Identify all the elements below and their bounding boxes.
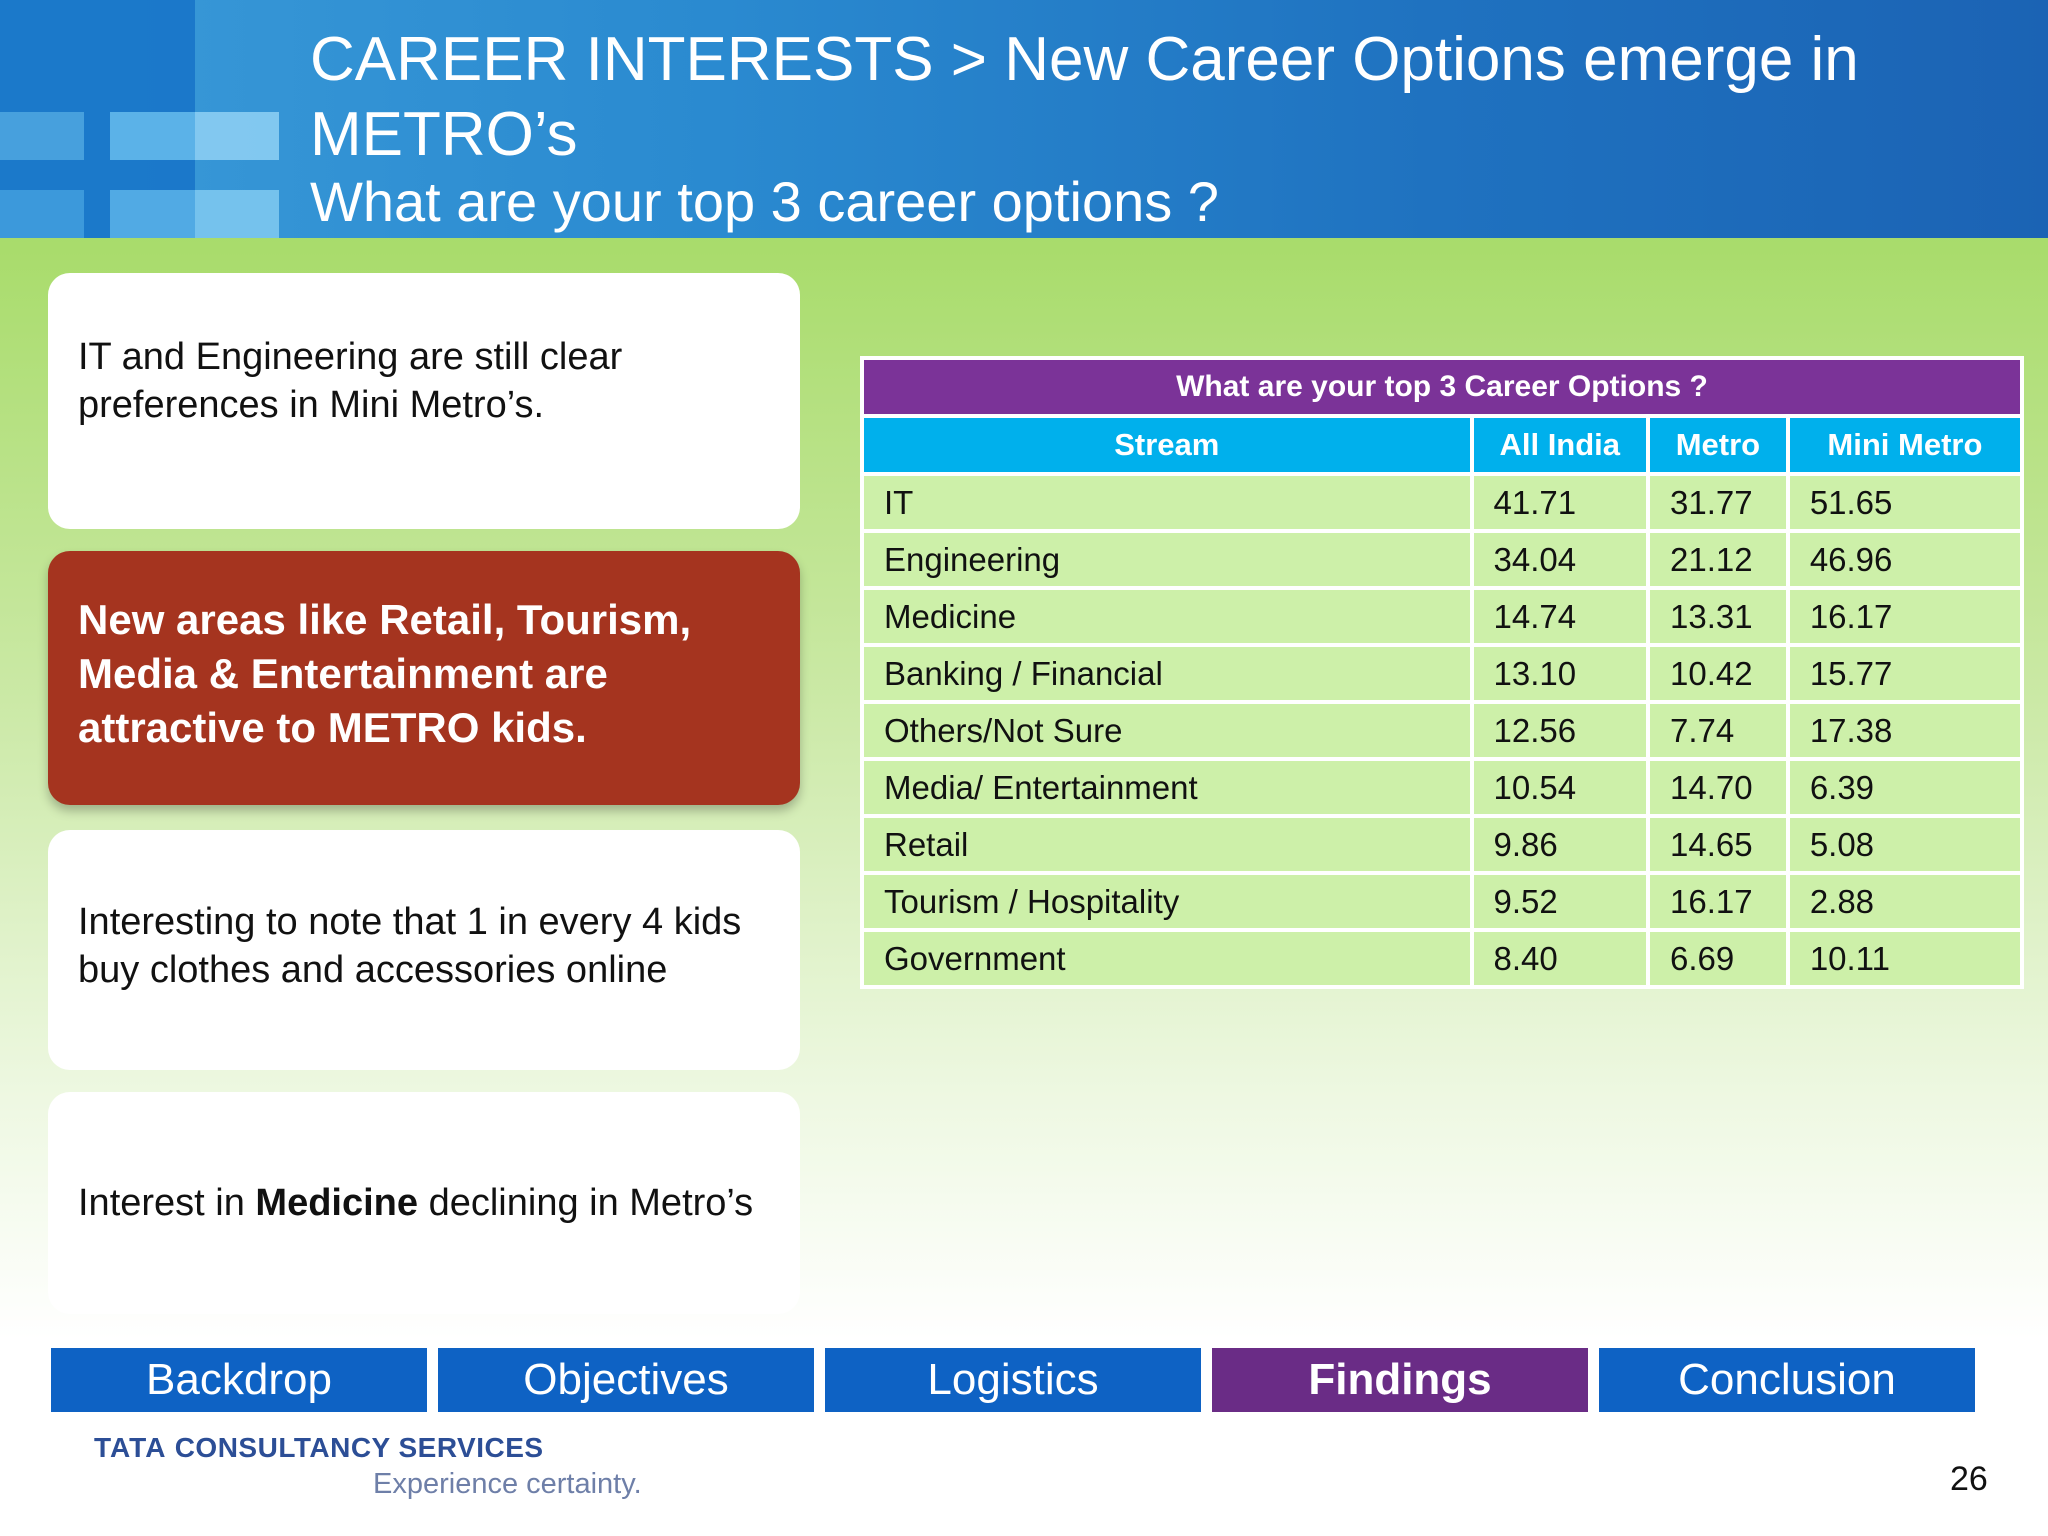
header-decor-block: [0, 190, 84, 238]
nav-findings-button[interactable]: Findings: [1212, 1348, 1588, 1412]
cell-mini-metro: 6.39: [1785, 757, 2025, 818]
insight-card-text: Interesting to note that 1 in every 4 ki…: [78, 901, 742, 991]
cell-mini-metro: 46.96: [1785, 529, 2025, 590]
nav-logistics-button[interactable]: Logistics: [825, 1348, 1201, 1412]
cell-stream: Retail: [860, 814, 1474, 875]
cell-stream: IT: [860, 472, 1474, 533]
tcs-logo: TATA CONSULTANCY SERVICES: [94, 1432, 544, 1464]
cell-stream: Media/ Entertainment: [860, 757, 1474, 818]
cell-metro: 6.69: [1646, 928, 1790, 989]
header-decor-block: [195, 112, 279, 160]
column-header-all-india: All India: [1469, 414, 1651, 476]
cell-metro: 14.70: [1646, 757, 1790, 818]
column-header-mini-metro: Mini Metro: [1785, 414, 2025, 476]
cell-mini-metro: 5.08: [1785, 814, 2025, 875]
cell-metro: 10.42: [1646, 643, 1790, 704]
insight-card-text: IT and Engineering are still clear prefe…: [78, 336, 623, 426]
cell-mini-metro: 15.77: [1785, 643, 2025, 704]
table-row: Banking / Financial 13.10 10.42 15.77: [860, 643, 2025, 704]
cell-metro: 13.31: [1646, 586, 1790, 647]
cell-stream: Banking / Financial: [860, 643, 1474, 704]
cell-mini-metro: 16.17: [1785, 586, 2025, 647]
table-row: Retail 9.86 14.65 5.08: [860, 814, 2025, 875]
nav-objectives-button[interactable]: Objectives: [438, 1348, 814, 1412]
cell-all-india: 12.56: [1469, 700, 1651, 761]
table-row: Government 8.40 6.69 10.11: [860, 928, 2025, 989]
insight-card-text: Interest in Medicine declining in Metro’…: [78, 1179, 753, 1227]
cell-metro: 21.12: [1646, 529, 1790, 590]
cell-all-india: 9.52: [1469, 871, 1651, 932]
table-title-row: What are your top 3 Career Options ?: [860, 356, 2024, 418]
table-row: Engineering 34.04 21.12 46.96: [860, 529, 2025, 590]
table-row: Medicine 14.74 13.31 16.17: [860, 586, 2025, 647]
table-row: Media/ Entertainment 10.54 14.70 6.39: [860, 757, 2025, 818]
header-decor-block: [195, 190, 279, 238]
nav-conclusion-button[interactable]: Conclusion: [1599, 1348, 1975, 1412]
insight-card-text: New areas like Retail, Tourism, Media & …: [78, 596, 692, 751]
tcs-tagline: Experience certainty.: [373, 1468, 642, 1500]
tcs-logo-brand: TATA: [94, 1432, 167, 1463]
cell-all-india: 14.74: [1469, 586, 1651, 647]
cell-all-india: 13.10: [1469, 643, 1651, 704]
slide-header: CAREER INTERESTS > New Career Options em…: [0, 0, 2048, 238]
cell-all-india: 8.40: [1469, 928, 1651, 989]
insight-card-it-engineering: IT and Engineering are still clear prefe…: [48, 273, 800, 529]
insight-card-text-prefix: Interest in: [78, 1182, 256, 1224]
slide-title: CAREER INTERESTS > New Career Options em…: [310, 25, 1859, 169]
cell-mini-metro: 10.11: [1785, 928, 2025, 989]
cell-metro: 7.74: [1646, 700, 1790, 761]
cell-all-india: 10.54: [1469, 757, 1651, 818]
cell-stream: Tourism / Hospitality: [860, 871, 1474, 932]
cell-mini-metro: 17.38: [1785, 700, 2025, 761]
cell-stream: Government: [860, 928, 1474, 989]
tcs-logo-company: CONSULTANCY SERVICES: [174, 1432, 544, 1463]
cell-stream: Engineering: [860, 529, 1474, 590]
table-row: Others/Not Sure 12.56 7.74 17.38: [860, 700, 2025, 761]
header-decor-block: [0, 112, 84, 160]
table-row: IT 41.71 31.77 51.65: [860, 472, 2025, 533]
slide-subtitle: What are your top 3 career options ?: [310, 170, 1219, 233]
nav-backdrop-button[interactable]: Backdrop: [51, 1348, 427, 1412]
insight-card-medicine: Interest in Medicine declining in Metro’…: [48, 1092, 800, 1314]
cell-metro: 16.17: [1646, 871, 1790, 932]
cell-metro: 14.65: [1646, 814, 1790, 875]
insight-card-text-bold: Medicine: [255, 1182, 419, 1224]
insight-card-new-areas: New areas like Retail, Tourism, Media & …: [48, 551, 800, 805]
table-row: Tourism / Hospitality 9.52 16.17 2.88: [860, 871, 2025, 932]
header-decor-block: [110, 190, 195, 238]
cell-all-india: 41.71: [1469, 472, 1651, 533]
cell-all-india: 9.86: [1469, 814, 1651, 875]
cell-mini-metro: 2.88: [1785, 871, 2025, 932]
table-header-row: Stream All India Metro Mini Metro: [860, 414, 2025, 476]
cell-stream: Medicine: [860, 586, 1474, 647]
header-decor-block: [110, 112, 195, 160]
cell-stream: Others/Not Sure: [860, 700, 1474, 761]
career-options-table: What are your top 3 Career Options ? Str…: [860, 356, 2025, 989]
cell-mini-metro: 51.65: [1785, 472, 2025, 533]
cell-all-india: 34.04: [1469, 529, 1651, 590]
table-title: What are your top 3 Career Options ?: [860, 356, 2024, 418]
insight-card-text-suffix: declining in Metro’s: [418, 1182, 754, 1224]
column-header-metro: Metro: [1646, 414, 1790, 476]
page-number: 26: [1950, 1460, 1988, 1498]
insight-card-online-shopping: Interesting to note that 1 in every 4 ki…: [48, 830, 800, 1070]
column-header-stream: Stream: [860, 414, 1474, 476]
cell-metro: 31.77: [1646, 472, 1790, 533]
